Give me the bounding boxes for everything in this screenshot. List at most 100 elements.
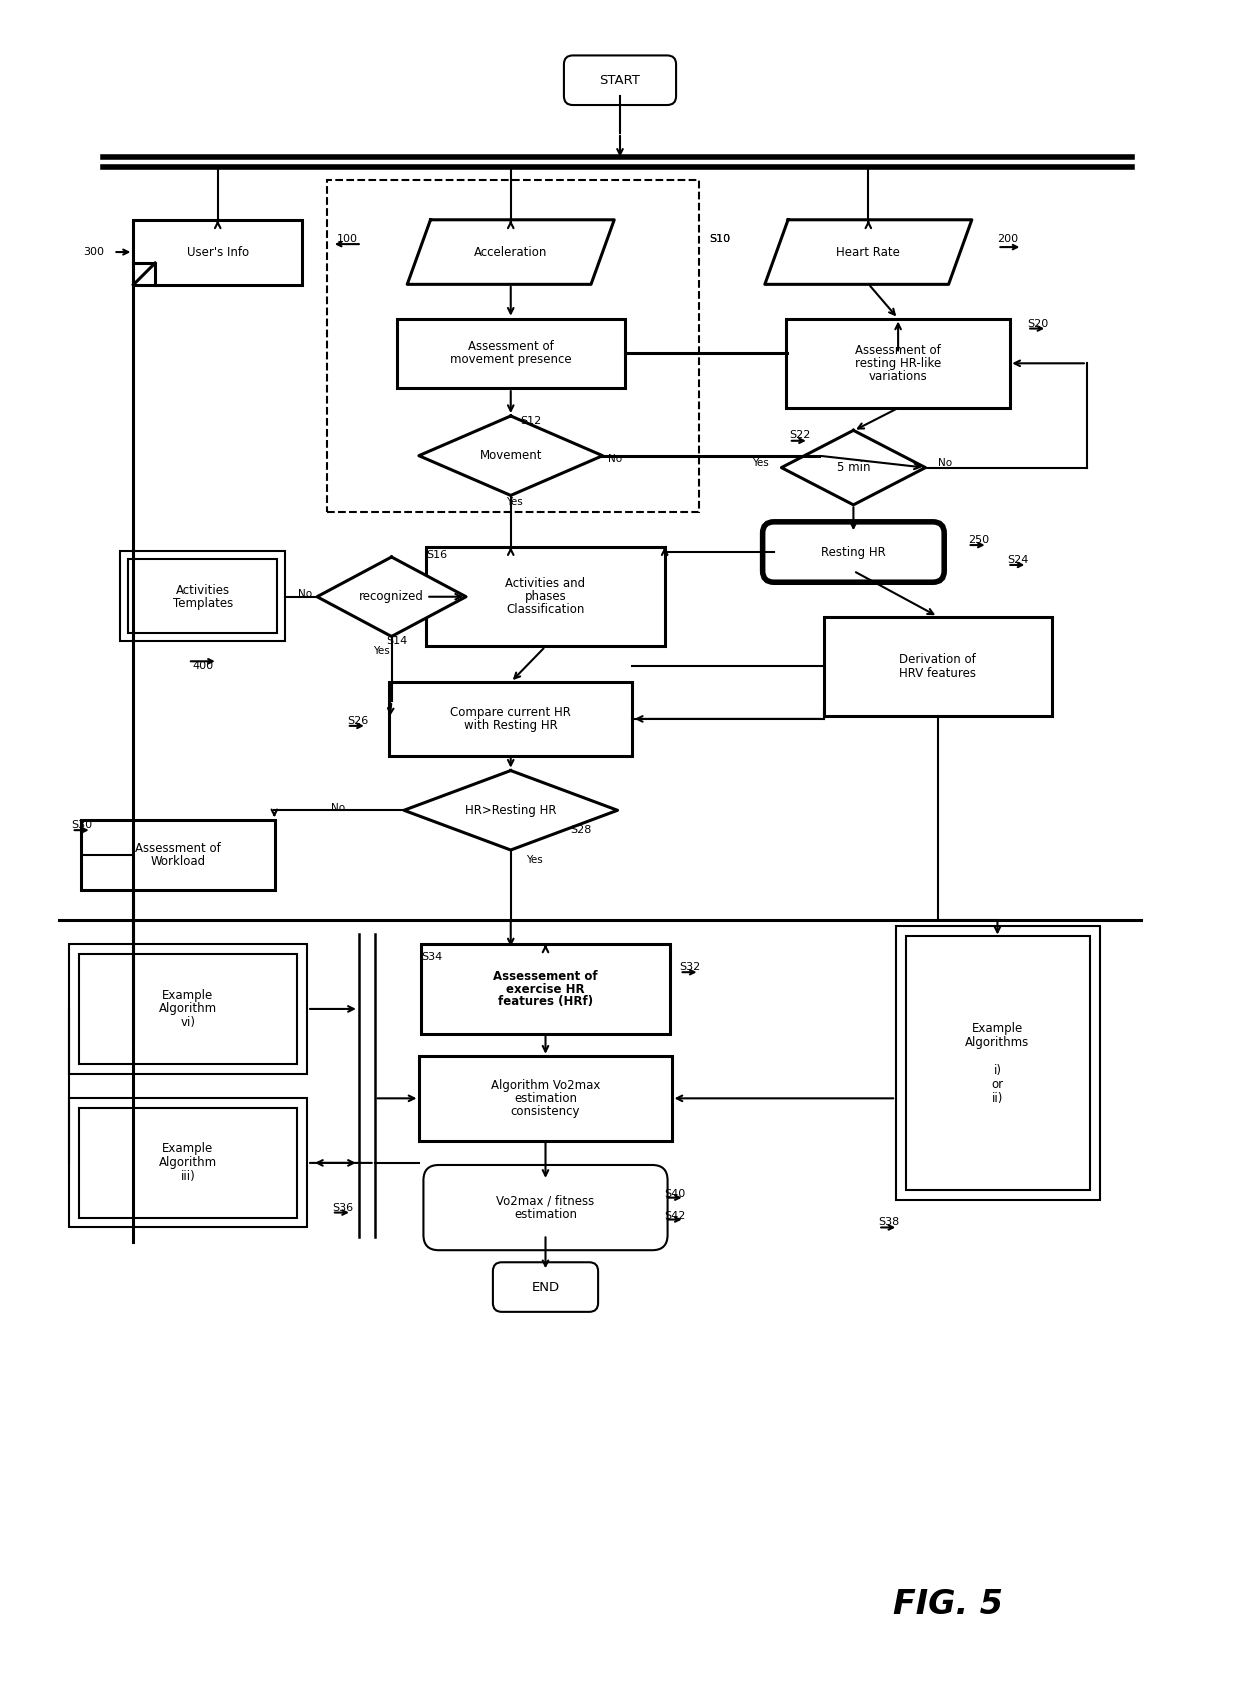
FancyBboxPatch shape <box>128 559 278 634</box>
Text: No: No <box>331 803 345 813</box>
Text: S34: S34 <box>422 953 443 962</box>
FancyBboxPatch shape <box>419 1055 672 1141</box>
Polygon shape <box>407 220 614 285</box>
Text: HRV features: HRV features <box>899 667 976 680</box>
Text: User's Info: User's Info <box>187 246 249 259</box>
Text: Activities: Activities <box>176 583 229 597</box>
Text: END: END <box>532 1280 559 1294</box>
Text: No: No <box>298 588 312 598</box>
FancyBboxPatch shape <box>786 319 1009 407</box>
Text: Vo2max / fitness: Vo2max / fitness <box>496 1195 595 1207</box>
Text: 200: 200 <box>997 234 1018 244</box>
Text: Derivation of: Derivation of <box>899 653 976 667</box>
Text: Yes: Yes <box>526 854 542 864</box>
Text: Example: Example <box>162 1142 213 1156</box>
Text: Movement: Movement <box>480 448 542 462</box>
Text: Algorithm: Algorithm <box>159 1003 217 1016</box>
Text: S14: S14 <box>387 636 408 646</box>
Text: S30: S30 <box>72 820 93 830</box>
Text: 100: 100 <box>337 234 358 244</box>
Text: variations: variations <box>869 370 928 382</box>
Text: START: START <box>600 73 640 87</box>
FancyBboxPatch shape <box>422 945 670 1033</box>
Text: Yes: Yes <box>753 457 769 467</box>
Text: Workload: Workload <box>150 854 206 868</box>
FancyBboxPatch shape <box>492 1262 598 1311</box>
FancyBboxPatch shape <box>78 1108 298 1217</box>
Text: Assessment of: Assessment of <box>856 344 941 356</box>
Text: 250: 250 <box>967 535 988 546</box>
Text: S36: S36 <box>332 1202 353 1212</box>
Text: S38: S38 <box>878 1217 899 1228</box>
Text: Algorithms: Algorithms <box>965 1037 1029 1049</box>
FancyBboxPatch shape <box>389 682 632 755</box>
Text: No: No <box>937 457 952 467</box>
Text: recognized: recognized <box>360 590 424 604</box>
Polygon shape <box>419 416 603 496</box>
Text: FIG. 5: FIG. 5 <box>893 1589 1003 1621</box>
Text: Assessment of: Assessment of <box>135 842 221 854</box>
Text: 400: 400 <box>192 662 213 672</box>
FancyBboxPatch shape <box>427 547 665 646</box>
Text: S28: S28 <box>570 825 591 835</box>
Text: estimation: estimation <box>515 1207 577 1221</box>
Text: S12: S12 <box>521 416 542 426</box>
FancyBboxPatch shape <box>423 1165 667 1250</box>
Text: resting HR-like: resting HR-like <box>856 356 941 370</box>
Text: S26: S26 <box>347 716 368 726</box>
FancyBboxPatch shape <box>397 319 625 389</box>
FancyBboxPatch shape <box>68 945 308 1074</box>
Text: S40: S40 <box>665 1188 686 1199</box>
Text: phases: phases <box>525 590 567 604</box>
Text: Compare current HR: Compare current HR <box>450 706 572 720</box>
FancyBboxPatch shape <box>133 220 303 285</box>
Text: Example: Example <box>972 1023 1023 1035</box>
Text: exercise HR: exercise HR <box>506 982 585 996</box>
Polygon shape <box>781 430 925 505</box>
Text: S10: S10 <box>709 234 730 244</box>
Polygon shape <box>404 771 618 851</box>
FancyBboxPatch shape <box>564 56 676 106</box>
Text: Resting HR: Resting HR <box>821 546 885 559</box>
FancyBboxPatch shape <box>68 1098 308 1228</box>
Text: Yes: Yes <box>506 498 522 508</box>
Text: Example: Example <box>162 989 213 1001</box>
FancyBboxPatch shape <box>81 820 275 890</box>
Text: Acceleration: Acceleration <box>474 246 547 259</box>
FancyBboxPatch shape <box>120 551 285 641</box>
Text: S32: S32 <box>680 962 701 972</box>
Polygon shape <box>317 558 466 636</box>
Text: S16: S16 <box>427 551 448 559</box>
Text: ii): ii) <box>992 1091 1003 1105</box>
Text: or: or <box>992 1078 1003 1091</box>
Text: iii): iii) <box>181 1170 195 1183</box>
Text: vi): vi) <box>181 1016 196 1030</box>
Text: Yes: Yes <box>373 646 391 656</box>
Text: with Resting HR: with Resting HR <box>464 720 558 731</box>
Text: Heart Rate: Heart Rate <box>837 246 900 259</box>
Polygon shape <box>765 220 972 285</box>
Text: Templates: Templates <box>172 597 233 610</box>
Text: Algorithm Vo2max: Algorithm Vo2max <box>491 1079 600 1091</box>
FancyBboxPatch shape <box>897 926 1100 1200</box>
Text: estimation: estimation <box>515 1091 577 1105</box>
Text: Algorithm: Algorithm <box>159 1156 217 1170</box>
Text: Activities and: Activities and <box>506 578 585 590</box>
Text: Classification: Classification <box>506 604 585 616</box>
Text: No: No <box>608 454 622 464</box>
Text: 300: 300 <box>83 247 104 257</box>
Text: S22: S22 <box>789 430 810 440</box>
FancyBboxPatch shape <box>78 955 298 1064</box>
Text: S24: S24 <box>1007 556 1029 564</box>
Text: HR>Resting HR: HR>Resting HR <box>465 803 557 817</box>
Text: Assessment of: Assessment of <box>467 341 553 353</box>
FancyBboxPatch shape <box>823 617 1052 716</box>
Text: 5 min: 5 min <box>837 460 870 474</box>
Text: Assessement of: Assessement of <box>494 970 598 982</box>
Text: S42: S42 <box>665 1211 686 1221</box>
Text: i): i) <box>993 1064 1002 1078</box>
FancyBboxPatch shape <box>763 522 944 581</box>
Text: features (HRf): features (HRf) <box>498 996 593 1008</box>
FancyBboxPatch shape <box>906 936 1090 1190</box>
Text: movement presence: movement presence <box>450 353 572 367</box>
